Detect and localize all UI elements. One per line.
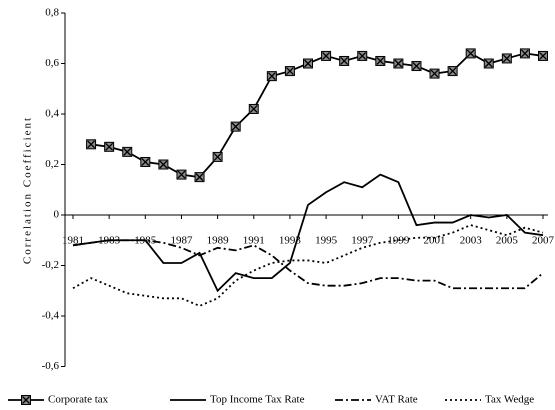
y-tick-label: 0,2 <box>45 158 59 170</box>
marker <box>158 159 169 170</box>
marker <box>411 61 422 72</box>
marker <box>339 55 350 66</box>
marker <box>357 50 368 61</box>
x-tick-label: 1997 <box>351 235 374 247</box>
marker <box>194 172 205 183</box>
legend-label: Tax Wedge <box>485 394 534 406</box>
marker <box>212 151 223 162</box>
marker <box>266 71 277 82</box>
x-tick-label: 1989 <box>207 235 230 247</box>
marker <box>230 121 241 132</box>
marker <box>86 139 97 150</box>
x-tick-label: 2005 <box>496 235 519 247</box>
x-tick-label: 1981 <box>62 235 84 247</box>
y-axis-label: Correlation Coefficient <box>22 116 34 264</box>
x-tick-label: 1991 <box>243 235 265 247</box>
legend-label: VAT Rate <box>375 394 418 406</box>
x-tick-label: 1987 <box>170 235 193 247</box>
marker <box>483 58 494 69</box>
marker <box>375 55 386 66</box>
marker <box>284 66 295 77</box>
marker <box>176 169 187 180</box>
y-tick-label: -0,4 <box>42 310 60 322</box>
marker <box>321 50 332 61</box>
series-line <box>72 239 544 290</box>
marker <box>140 156 151 167</box>
marker <box>519 48 530 59</box>
marker <box>303 58 313 69</box>
marker <box>104 141 115 152</box>
legend-label: Corporate tax <box>48 394 109 406</box>
series-line <box>90 52 544 179</box>
x-tick-label: 2007 <box>532 235 555 247</box>
marker <box>21 395 31 405</box>
y-tick-label: 0,6 <box>45 57 59 69</box>
marker <box>122 146 133 157</box>
y-tick-label: 0,4 <box>45 108 59 120</box>
series-line <box>72 224 544 307</box>
marker <box>393 58 404 69</box>
marker <box>465 48 476 59</box>
y-tick-label: 0,8 <box>45 7 59 19</box>
y-tick-label: -0,2 <box>42 259 59 271</box>
marker <box>538 50 548 61</box>
marker <box>447 66 458 77</box>
y-tick-label: -0,6 <box>42 360 60 372</box>
legend-label: Top Income Tax Rate <box>210 394 305 406</box>
series-line <box>72 173 544 293</box>
x-tick-label: 1995 <box>315 235 338 247</box>
marker <box>248 103 259 114</box>
x-tick-label: 2003 <box>460 235 483 247</box>
y-tick-label: 0 <box>54 209 60 221</box>
marker <box>501 53 512 64</box>
marker <box>429 68 440 79</box>
x-tick-label: 2001 <box>424 235 446 247</box>
